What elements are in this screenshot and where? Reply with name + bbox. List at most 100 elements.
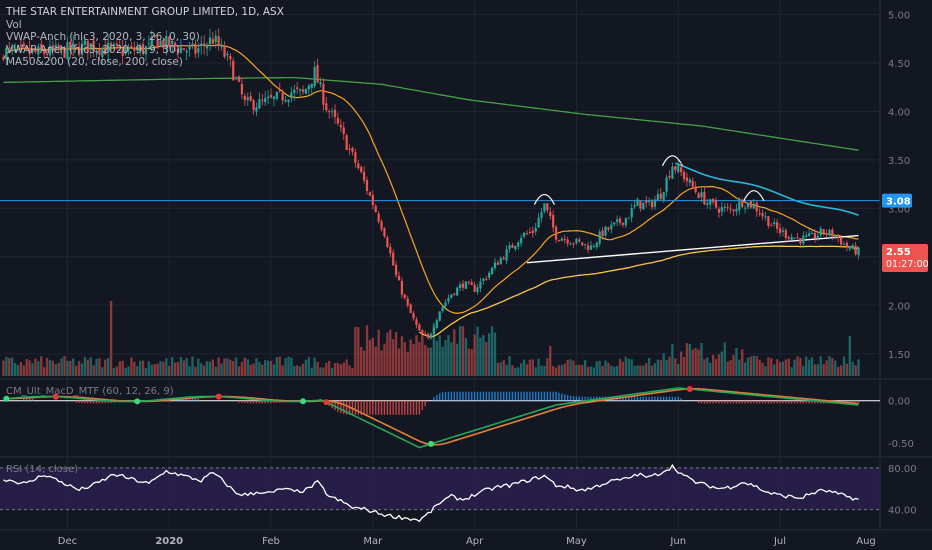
macd-histogram-bar [26, 398, 28, 401]
candle [476, 287, 479, 292]
volume-bar [237, 366, 241, 376]
candle [630, 208, 633, 218]
candle [130, 45, 133, 47]
candle [22, 43, 25, 47]
macd-histogram-bar [642, 396, 645, 401]
candle [761, 212, 764, 217]
candle [426, 334, 430, 338]
macd-histogram-bar [758, 400, 761, 404]
volume-bar [720, 351, 724, 376]
volume-bar [144, 367, 148, 376]
candle [127, 48, 130, 51]
volume-bar [743, 362, 747, 376]
volume-bar [11, 357, 14, 376]
volume-bar [173, 362, 177, 376]
volume-bar [162, 361, 165, 376]
time-tick-label: Apr [466, 536, 484, 547]
time-tick-label: Aug [856, 536, 876, 547]
candle [98, 49, 101, 55]
macd-histogram-bar [517, 391, 519, 401]
vwap-line [419, 245, 859, 338]
volume-bar [691, 349, 694, 376]
macd-histogram-bar [555, 391, 557, 401]
volume-bar [296, 365, 299, 376]
volume-bar [828, 356, 831, 376]
volume-bar [185, 357, 188, 376]
volume-bar [202, 365, 206, 376]
volume-bar [671, 344, 674, 376]
price-tick-label: 5.00 [888, 11, 910, 22]
candle [2, 57, 5, 60]
candle [604, 226, 607, 236]
volume-bar [711, 354, 715, 376]
volume-bar [482, 335, 485, 376]
volume-bar [551, 366, 555, 376]
volume-bar [121, 360, 124, 376]
macd-histogram-bar [340, 400, 342, 414]
macd-histogram-bar [84, 400, 86, 404]
candle [287, 99, 290, 103]
volume-bar [362, 350, 366, 376]
candle [807, 233, 811, 236]
candle [278, 90, 281, 92]
candle [636, 199, 639, 206]
candle [331, 111, 334, 113]
volume-bar [807, 359, 811, 376]
price-tick-label: 1.50 [888, 350, 910, 361]
volume-bar [374, 346, 377, 376]
macd-histogram-bar [264, 400, 266, 404]
candle [784, 230, 787, 238]
macd-histogram-bar [628, 396, 630, 401]
volume-bar [191, 356, 194, 376]
volume-bar [729, 360, 732, 376]
macd-histogram-bar [808, 400, 810, 404]
macd-histogram-bar [244, 400, 246, 404]
candle [243, 95, 246, 101]
macd-histogram-bar [726, 400, 729, 404]
macd-histogram-bar [790, 400, 793, 404]
candle [528, 231, 531, 233]
volume-bar [473, 334, 476, 376]
volume-bar [249, 364, 252, 376]
volume-bar [325, 362, 328, 376]
candle [444, 302, 447, 307]
volume-bar [156, 363, 159, 376]
macd-histogram-bar [697, 400, 700, 403]
macd-histogram-bar [770, 400, 772, 404]
candle [755, 202, 758, 212]
candle [421, 330, 424, 334]
macd-cross-dot [3, 395, 10, 402]
volume-bar [543, 365, 546, 376]
volume-bar [854, 365, 857, 376]
candle [552, 215, 555, 228]
macd-histogram-bar [535, 391, 537, 401]
volume-bar [409, 339, 412, 376]
candle [746, 202, 750, 208]
candle [133, 47, 136, 51]
candle [141, 44, 145, 54]
volume-bar [150, 364, 153, 376]
candle [418, 324, 421, 331]
candle [802, 235, 805, 244]
volume-bar [165, 358, 168, 376]
candle [735, 208, 738, 212]
macd-histogram-bar [395, 400, 397, 415]
volume-bar [618, 358, 622, 376]
candle [214, 35, 217, 42]
macd-histogram-bar [258, 400, 261, 404]
macd-histogram-bar [273, 400, 275, 404]
candle [831, 229, 834, 237]
candle [16, 45, 20, 48]
candle [554, 226, 558, 240]
volume-bar [842, 356, 846, 376]
volume-bar [40, 356, 43, 376]
volume-bar [741, 349, 744, 376]
macd-histogram-bar [444, 391, 447, 401]
candle [488, 272, 491, 278]
volume-bar [328, 360, 331, 376]
candle [397, 275, 401, 281]
macd-histogram-bar [505, 391, 508, 401]
macd-histogram-bar [255, 400, 258, 404]
candle [336, 117, 340, 124]
